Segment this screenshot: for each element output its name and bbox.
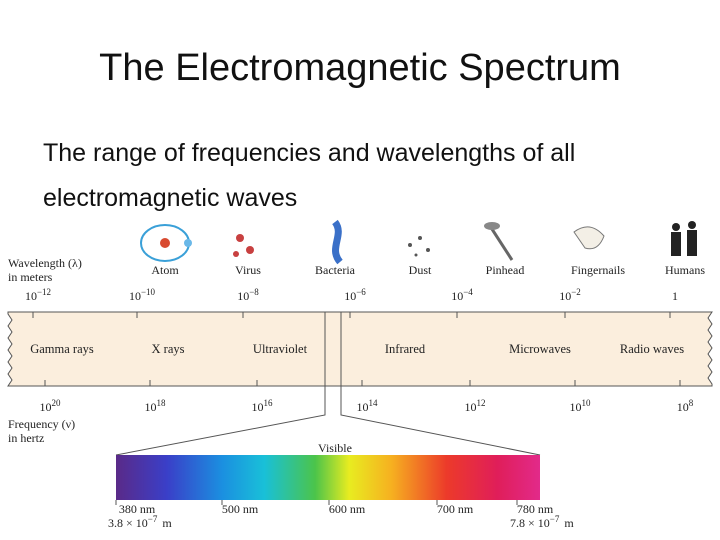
wavelength-tick-label: 10−8 xyxy=(237,287,259,303)
base: 1 xyxy=(672,289,678,303)
base: 10 xyxy=(40,400,52,414)
base: 10 xyxy=(357,400,369,414)
wavelength-tick-label: 10−4 xyxy=(451,287,473,303)
exponent: −8 xyxy=(249,287,259,297)
wavelength-unit: in meters xyxy=(8,270,53,284)
base: 10 xyxy=(252,400,264,414)
subtitle-line: electromagnetic waves xyxy=(43,184,297,212)
frequency-unit: in hertz xyxy=(8,431,44,445)
base: 10 xyxy=(145,400,157,414)
visible-label: Visible xyxy=(318,441,352,455)
connector xyxy=(115,386,326,456)
exponent: 20 xyxy=(52,398,62,408)
object-label: Fingernails xyxy=(571,263,625,277)
exponent: 10 xyxy=(582,398,592,408)
wavelength-tick-label: 10−2 xyxy=(559,287,581,303)
frequency-tick-label: 1018 xyxy=(145,398,167,414)
base: 10 xyxy=(465,400,477,414)
icons xyxy=(140,219,697,265)
visible-tick-label: 500 nm xyxy=(222,502,259,516)
exponent: −12 xyxy=(37,287,51,297)
exponent: 12 xyxy=(477,398,486,408)
object-label: Dust xyxy=(409,263,432,277)
connector xyxy=(340,386,541,456)
object-label: Bacteria xyxy=(315,263,356,277)
frequency-label: Frequency (ν) xyxy=(8,417,75,431)
exponent: 8 xyxy=(689,398,694,408)
wavelength-label: Wavelength (λ) xyxy=(8,256,82,270)
object-label: Pinhead xyxy=(486,263,525,277)
visible-tick-label: 700 nm xyxy=(437,502,474,516)
object-label: Virus xyxy=(235,263,261,277)
base: 3.8 × 10 xyxy=(108,516,148,530)
frequency-tick-label: 1016 xyxy=(252,398,274,414)
frequency-tick-label: 1012 xyxy=(465,398,486,414)
band-label: Radio waves xyxy=(620,342,684,356)
band-label: Infrared xyxy=(385,342,426,356)
base: 10 xyxy=(25,289,37,303)
visible-tick-label: 380 nm xyxy=(119,502,156,516)
band-label: Microwaves xyxy=(509,342,571,356)
unit: m xyxy=(564,516,574,530)
exponent: 14 xyxy=(369,398,379,408)
visible-tick-label: 780 nm xyxy=(517,502,554,516)
exponent: 16 xyxy=(264,398,274,408)
exponent: −2 xyxy=(571,287,581,297)
base: 10 xyxy=(677,400,689,414)
wavelength-tick-label: 10−6 xyxy=(344,287,366,303)
visible-end-label: 3.8 × 10−7 m xyxy=(108,514,172,530)
band-label: Gamma rays xyxy=(30,342,94,356)
subtitle-line: The range of frequencies and wavelengths… xyxy=(43,139,575,167)
frequency-tick-label: 1014 xyxy=(357,398,379,414)
band-label: X rays xyxy=(152,342,185,356)
wavelength-tick-label: 10−12 xyxy=(25,287,51,303)
wavelength-tick-label: 10−10 xyxy=(129,287,156,303)
base: 10 xyxy=(129,289,141,303)
unit: m xyxy=(162,516,172,530)
wavelength-tick-label: 1 xyxy=(672,289,678,303)
frequency-tick-label: 1010 xyxy=(570,398,592,414)
base: 10 xyxy=(451,289,463,303)
band-label: Ultraviolet xyxy=(253,342,308,356)
base: 7.8 × 10 xyxy=(510,516,550,530)
exponent: −10 xyxy=(141,287,156,297)
base: 10 xyxy=(344,289,356,303)
axis-label: Wavelength (λ) in meters Frequency (ν) i… xyxy=(8,256,82,445)
base: 10 xyxy=(570,400,582,414)
visible-spectrum xyxy=(116,455,540,500)
visible-end-label: 7.8 × 10−7 m xyxy=(510,514,574,530)
frequency-tick-label: 108 xyxy=(677,398,694,414)
spectrum-band xyxy=(7,311,713,387)
visible-tick-label: 600 nm xyxy=(329,502,366,516)
exponent: −4 xyxy=(463,287,473,297)
object-label: Humans xyxy=(665,263,705,277)
exponent: −6 xyxy=(356,287,366,297)
frequency-tick-label: 1020 xyxy=(40,398,62,414)
base: 10 xyxy=(559,289,571,303)
exponent: 18 xyxy=(157,398,167,408)
exponent: −7 xyxy=(148,514,158,524)
exponent: −7 xyxy=(550,514,560,524)
object-label: Atom xyxy=(151,263,179,277)
base: 10 xyxy=(237,289,249,303)
title: The Electromagnetic Spectrum xyxy=(99,47,621,89)
